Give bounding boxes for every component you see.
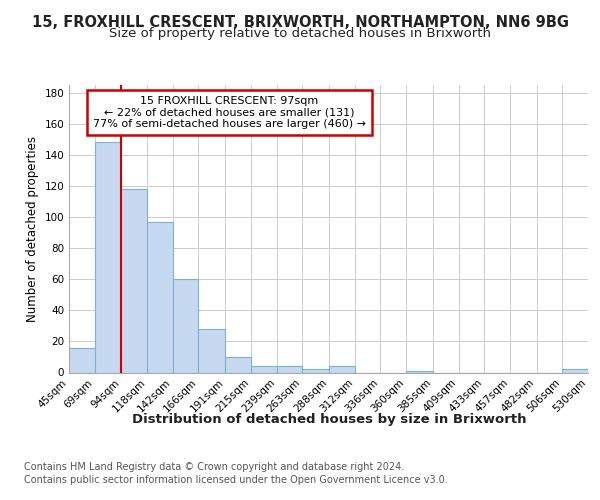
Bar [562, 370, 588, 372]
Bar [147, 222, 173, 372]
Bar [406, 371, 433, 372]
Bar [173, 280, 199, 372]
Text: 15 FROXHILL CRESCENT: 97sqm
← 22% of detached houses are smaller (131)
77% of se: 15 FROXHILL CRESCENT: 97sqm ← 22% of det… [93, 96, 366, 129]
Bar [302, 370, 329, 372]
Bar [95, 142, 121, 372]
Bar [69, 348, 95, 372]
Bar [277, 366, 302, 372]
Bar [225, 357, 251, 372]
Y-axis label: Number of detached properties: Number of detached properties [26, 136, 39, 322]
Bar [251, 366, 277, 372]
Text: Contains public sector information licensed under the Open Government Licence v3: Contains public sector information licen… [24, 475, 448, 485]
Text: Contains HM Land Registry data © Crown copyright and database right 2024.: Contains HM Land Registry data © Crown c… [24, 462, 404, 472]
Bar [121, 189, 147, 372]
Text: Distribution of detached houses by size in Brixworth: Distribution of detached houses by size … [131, 412, 526, 426]
Text: Size of property relative to detached houses in Brixworth: Size of property relative to detached ho… [109, 28, 491, 40]
Text: 15, FROXHILL CRESCENT, BRIXWORTH, NORTHAMPTON, NN6 9BG: 15, FROXHILL CRESCENT, BRIXWORTH, NORTHA… [32, 15, 569, 30]
Bar [199, 329, 225, 372]
Bar [329, 366, 355, 372]
